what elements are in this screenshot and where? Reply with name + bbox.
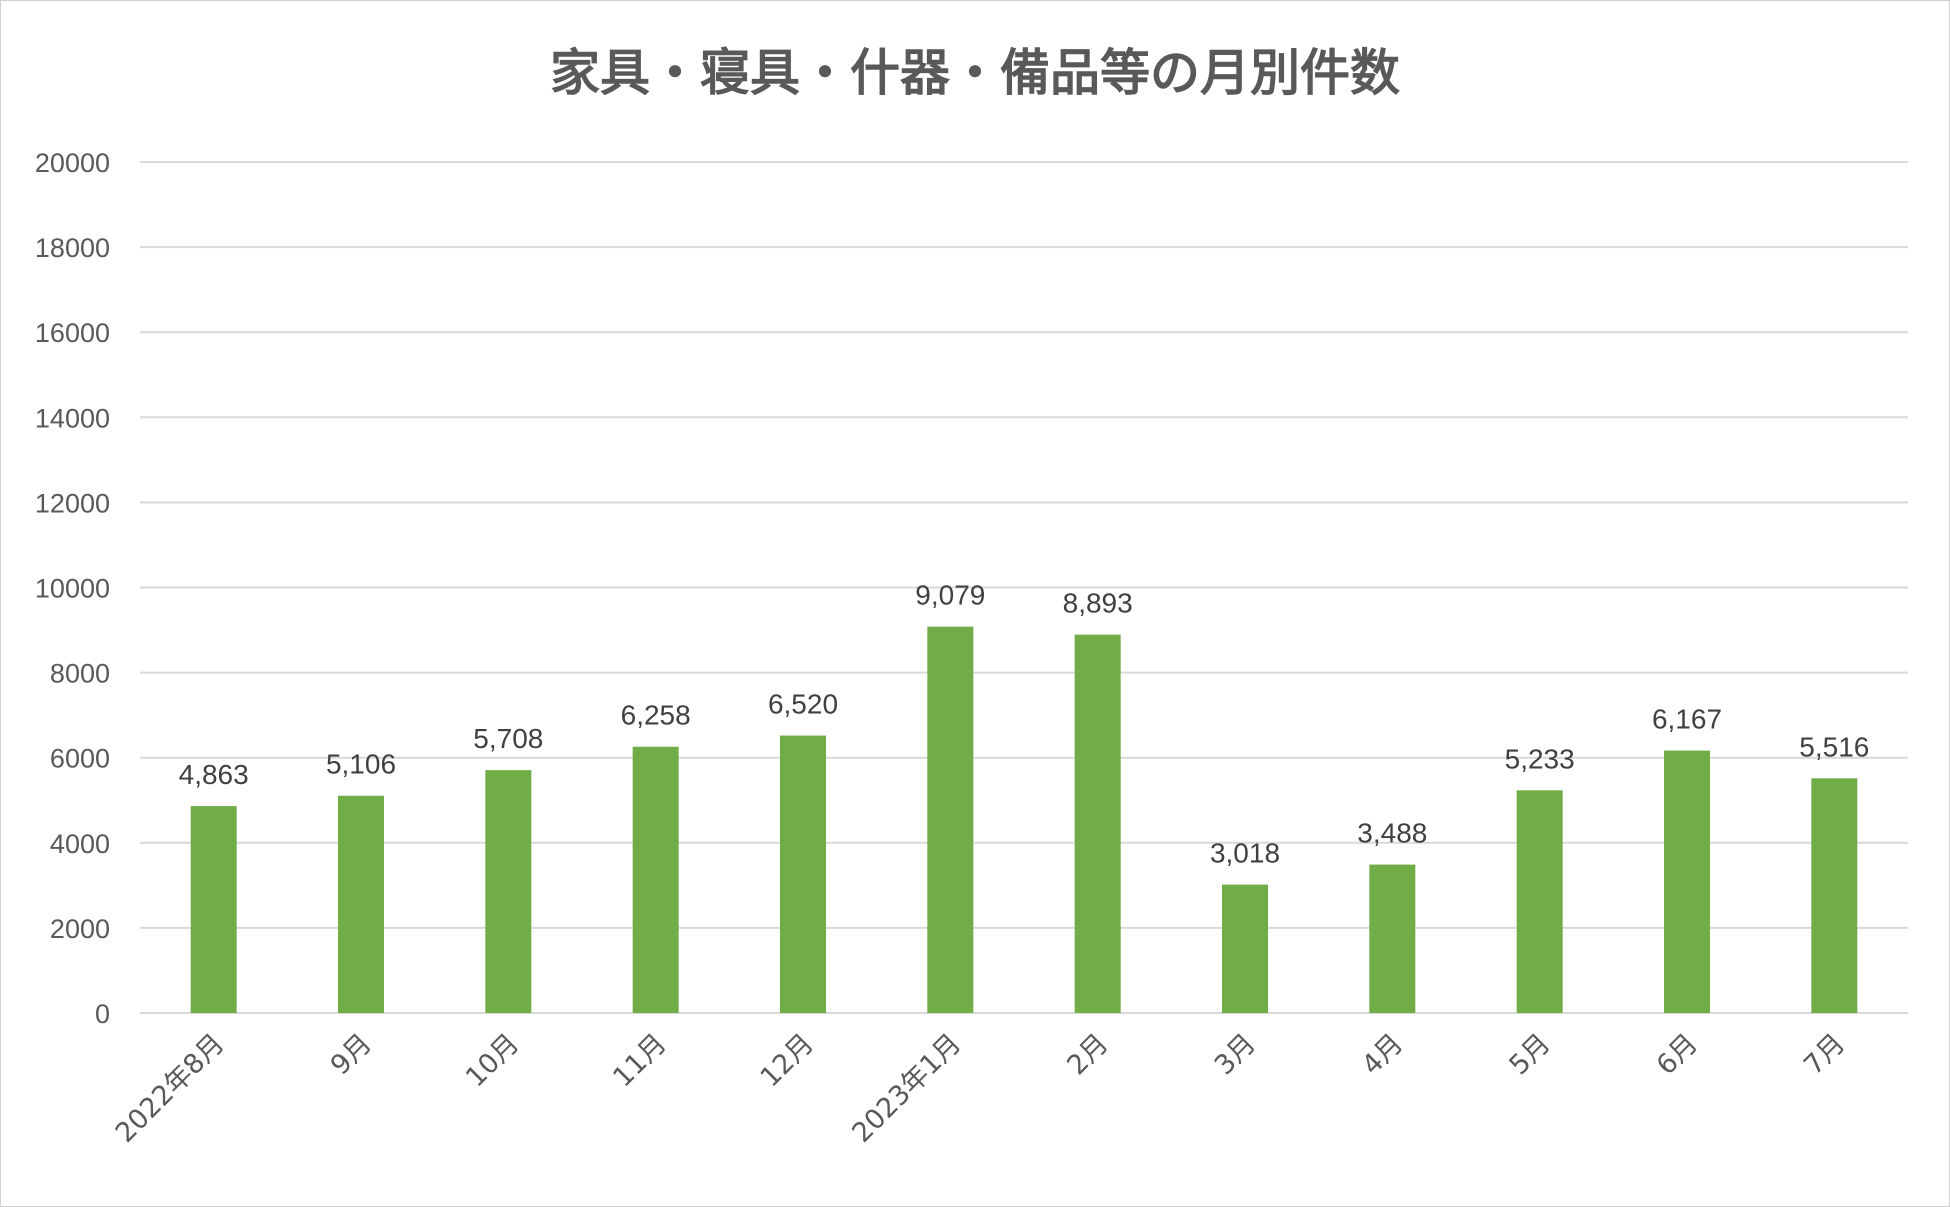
x-axis: 2022年8月 9月 10月 11月 12月 2023年1月 2月 3月 4月 5月 6月 7月 <box>110 1028 1852 1149</box>
x-tick-label: 10月 <box>460 1028 525 1093</box>
x-tick-label: 9月 <box>325 1028 378 1081</box>
y-tick-label: 8000 <box>50 659 110 689</box>
x-tick-label: 3月 <box>1209 1028 1262 1081</box>
y-tick-label: 2000 <box>50 914 110 944</box>
bar <box>485 770 532 1013</box>
gridlines <box>140 161 1908 1014</box>
bar <box>1516 790 1563 1013</box>
data-labels: 4,863 5,106 5,708 6,258 6,520 9,079 8,893 3,018… <box>179 580 1870 869</box>
bar <box>780 735 826 1013</box>
y-tick-label: 0 <box>95 999 110 1029</box>
y-tick-label: 20000 <box>35 148 110 178</box>
data-label: 5,106 <box>326 749 396 780</box>
y-tick-label: 6000 <box>50 744 110 774</box>
bar <box>1369 864 1416 1013</box>
y-tick-label: 12000 <box>35 488 110 518</box>
x-tick-label: 5月 <box>1503 1028 1556 1081</box>
y-tick-label: 10000 <box>35 574 110 604</box>
bar <box>190 806 237 1013</box>
y-tick-label: 16000 <box>35 318 110 348</box>
data-label: 6,167 <box>1652 704 1722 735</box>
y-tick-label: 14000 <box>35 403 110 433</box>
x-tick-label: 2022年8月 <box>110 1028 231 1149</box>
data-label: 9,079 <box>915 580 985 611</box>
data-label: 6,258 <box>621 700 691 731</box>
x-tick-label: 2023年1月 <box>846 1028 967 1149</box>
x-tick-label: 11月 <box>607 1028 672 1093</box>
data-label: 5,233 <box>1505 743 1575 774</box>
data-label: 3,018 <box>1210 838 1280 869</box>
chart-title: 家具・寝具・什器・備品等の月別件数 <box>550 44 1400 102</box>
x-tick-label: 4月 <box>1356 1028 1409 1081</box>
bars <box>190 626 1858 1013</box>
data-label: 5,516 <box>1799 731 1869 762</box>
x-tick-label: 6月 <box>1651 1028 1704 1081</box>
y-tick-label: 4000 <box>50 829 110 859</box>
y-tick-label: 18000 <box>35 233 110 263</box>
data-label: 8,893 <box>1063 588 1133 619</box>
bar <box>338 795 384 1013</box>
bar <box>1664 750 1710 1013</box>
bar <box>632 746 679 1013</box>
data-label: 3,488 <box>1357 818 1427 849</box>
x-tick-label: 2月 <box>1061 1028 1114 1081</box>
bar <box>927 626 974 1013</box>
x-tick-label: 7月 <box>1798 1028 1851 1081</box>
data-label: 4,863 <box>179 759 249 790</box>
bar <box>1811 778 1858 1013</box>
x-tick-label: 12月 <box>755 1028 820 1093</box>
data-label: 6,520 <box>768 689 838 720</box>
data-label: 5,708 <box>473 723 543 754</box>
bar <box>1222 884 1268 1013</box>
y-axis: 0 2000 4000 6000 8000 10000 12000 14000 16000 180… <box>35 148 110 1029</box>
bar <box>1074 634 1121 1013</box>
